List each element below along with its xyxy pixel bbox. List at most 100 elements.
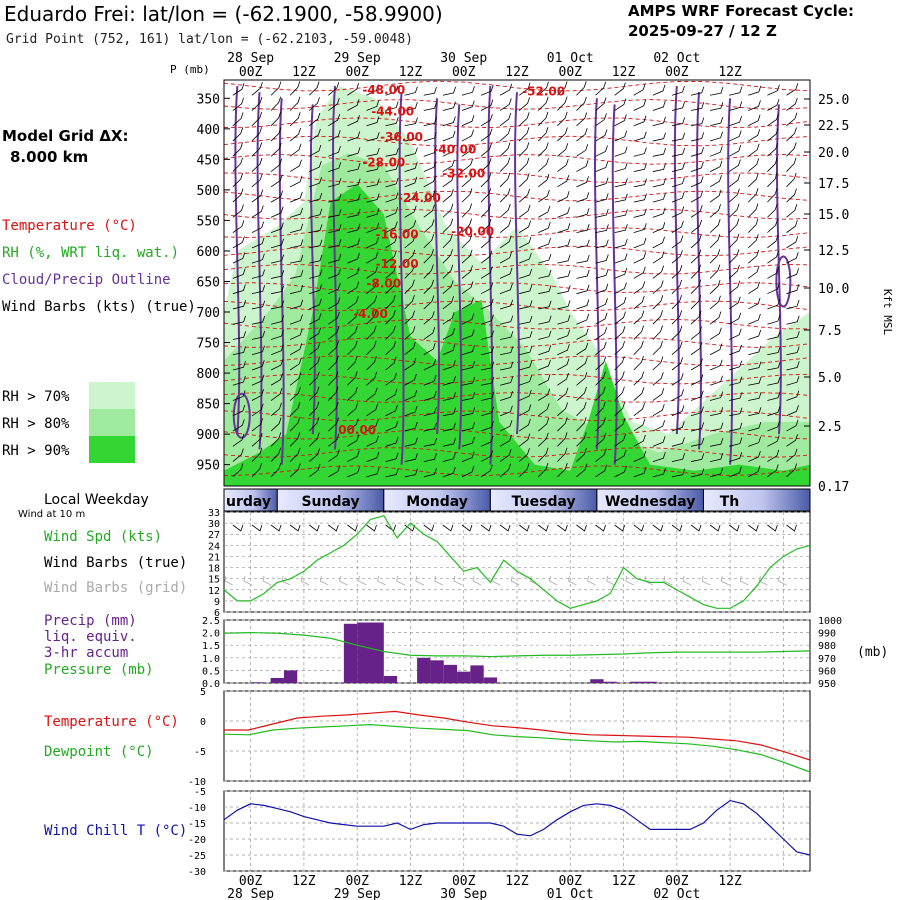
wind-barb — [595, 298, 608, 310]
wind-chill-tick: -30 — [188, 867, 206, 878]
wind-speed-tick: 12 — [208, 586, 220, 597]
wind-barb — [557, 300, 571, 310]
wind-barb — [461, 376, 476, 386]
wind-barb — [232, 463, 244, 478]
pressure-label: Pressure (mb) — [44, 662, 154, 678]
wind-barb — [786, 390, 800, 401]
top-hour-label: 12Z — [399, 65, 423, 80]
wind-barb — [423, 102, 437, 111]
wind-barb — [290, 254, 304, 264]
temperature-contour-label: -40.00 — [433, 142, 476, 156]
wind-barb — [690, 219, 703, 233]
wind-barb-true — [538, 524, 549, 532]
wind-barb — [232, 331, 247, 340]
wind-barb — [499, 142, 511, 157]
wind-barb — [671, 310, 683, 325]
height-tick-label: 15.0 — [818, 208, 849, 223]
wind-barb — [366, 222, 380, 234]
wind-barb — [519, 315, 533, 325]
wind-barb — [576, 192, 590, 203]
wind-barb — [366, 310, 377, 325]
wind-barb — [423, 406, 437, 417]
wind-barb — [499, 98, 512, 111]
wind-barb — [709, 218, 721, 233]
wind-barb — [786, 346, 800, 356]
wind-barb — [328, 253, 342, 264]
wind-barb — [423, 453, 437, 462]
wind-barb — [519, 252, 532, 264]
model-grid-value: 8.000 km — [10, 148, 89, 166]
wind-barb — [652, 467, 666, 478]
temperature-label: Temperature (°C) — [44, 714, 179, 730]
wind-barb — [652, 310, 663, 325]
wind-barb — [480, 157, 492, 172]
wind-barb — [309, 342, 321, 356]
wind-barb — [633, 83, 646, 96]
wind-barb — [557, 223, 571, 234]
wind-barb — [538, 403, 550, 417]
wind-barb — [614, 433, 626, 447]
wind-barb — [461, 313, 475, 325]
pressure-tick-label: 500 — [197, 184, 220, 199]
wind-barb-grid — [587, 575, 596, 586]
wind-barb — [308, 371, 320, 386]
wind-barb — [690, 453, 705, 462]
wind-barb — [347, 386, 358, 401]
wind-barb — [289, 417, 301, 432]
wind-barb — [671, 101, 685, 111]
wind-barb — [633, 467, 647, 478]
wind-barb-grid — [358, 575, 367, 586]
wind-barb — [576, 372, 588, 386]
wind-barb — [652, 265, 664, 279]
wind-barb — [595, 193, 609, 203]
cross-section-panel — [223, 79, 811, 487]
wind-barb — [442, 264, 454, 279]
wind-barb-true — [728, 524, 740, 532]
wind-barb — [633, 178, 647, 188]
wind-barb — [538, 158, 549, 172]
wind-barb — [709, 264, 721, 279]
wind-barb — [710, 407, 724, 417]
wind-barb — [538, 237, 551, 249]
wind-barb — [576, 128, 588, 142]
wind-speed-label: Wind Spd (kts) — [44, 529, 163, 545]
wind-barb — [576, 386, 587, 401]
wind-barb — [328, 297, 341, 310]
precip-panel — [223, 619, 811, 684]
wind-barb-true — [499, 524, 511, 532]
wind-barb — [614, 224, 628, 234]
wind-barb — [270, 254, 285, 264]
wind-barb — [595, 464, 608, 478]
wind-barb — [480, 298, 494, 310]
wind-barb — [690, 249, 702, 264]
cloud-outline — [593, 98, 600, 450]
temperature-contour — [223, 318, 811, 330]
wind-barb — [748, 234, 759, 249]
wind-barb — [748, 297, 761, 310]
wind-barb — [385, 341, 397, 356]
wind-barb — [690, 132, 705, 142]
wind-barb — [232, 220, 245, 233]
pressure-tick: 960 — [818, 666, 836, 677]
temperature-contour — [223, 300, 811, 312]
wind-barb — [347, 371, 358, 386]
wind-barb — [671, 191, 685, 203]
wind-barb — [404, 468, 418, 478]
wind-barb — [576, 299, 590, 310]
cloud-outline — [514, 92, 520, 435]
wind-barb — [786, 97, 798, 111]
wind-barb — [270, 238, 284, 249]
wind-barb-true — [461, 524, 473, 532]
wind-barb-true — [786, 524, 797, 532]
wind-barb — [270, 358, 284, 371]
height-axis-title: Kft MSL — [881, 289, 894, 336]
wind-barb — [290, 270, 304, 279]
wind-barb — [767, 172, 778, 188]
precip-bar — [370, 622, 384, 683]
wind-barb — [347, 162, 361, 172]
wind-barb — [309, 144, 322, 157]
wind-barb — [270, 206, 284, 218]
wind-barb-grid — [377, 575, 386, 586]
wind-barb — [652, 280, 664, 294]
weekday-name: Sunday — [301, 494, 359, 510]
